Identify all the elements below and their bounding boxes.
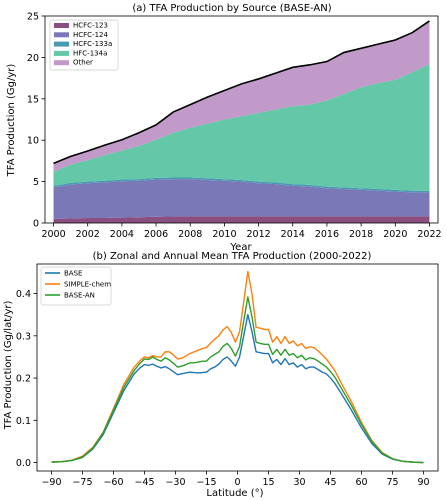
panel-b-x-ticks: −90 −75 −60 −45 −30 −15 0 15 30 45 60 75 90: [41, 471, 430, 488]
y-tick-label: 25: [27, 12, 39, 23]
legend-label-simple-chem: SIMPLE-chem: [64, 281, 111, 289]
panel-b: (b) Zonal and Annual Mean TFA Production…: [3, 251, 439, 499]
x-tick-label: −30: [165, 477, 185, 488]
legend-label-hcfc-124: HCFC-124: [73, 31, 108, 39]
legend-label-other: Other: [73, 59, 93, 67]
area-hcfc-124: [53, 179, 430, 219]
area-hcfc-123: [53, 216, 430, 223]
legend-label-base: BASE: [64, 270, 82, 278]
legend-swatch-hcfc-124: [54, 32, 69, 38]
legend-label-base-an: BASE-AN: [64, 292, 95, 300]
x-tick-label: −45: [134, 477, 154, 488]
y-tick-label: 0: [33, 219, 39, 230]
y-tick-label: 0.3: [16, 331, 31, 342]
x-tick-label: 2014: [281, 229, 305, 240]
x-tick-label: 2020: [383, 229, 407, 240]
y-tick-label: 15: [27, 94, 39, 105]
x-tick-label: 90: [417, 477, 429, 488]
x-tick-label: 45: [324, 477, 336, 488]
x-tick-label: −90: [41, 477, 61, 488]
panel-a-x-axis-title: Year: [229, 242, 252, 253]
panel-a-y-axis-title: TFA Production (Gg/yr): [6, 64, 17, 178]
area-hcfc-133a: [53, 177, 430, 193]
x-tick-label: −60: [103, 477, 123, 488]
panel-b-lines: [51, 270, 424, 464]
panel-a-title: (a) TFA Production by Source (BASE-AN): [132, 3, 331, 14]
panel-b-title: (b) Zonal and Annual Mean TFA Production…: [93, 251, 372, 262]
legend-swatch-hcfc-133a: [54, 41, 69, 47]
x-tick-label: 30: [293, 477, 305, 488]
panel-a-x-ticks: 2000 2002 2004 2006 2008 2010 2012 2014 2016 2018…: [41, 223, 442, 240]
panel-b-x-axis-title: Latitude (°): [206, 488, 263, 499]
y-tick-label: 0.4: [16, 289, 31, 300]
x-tick-label: 2008: [178, 229, 202, 240]
x-tick-label: 2000: [41, 229, 65, 240]
panel-b-legend: BASE SIMPLE-chem BASE-AN: [40, 266, 112, 306]
x-tick-label: 2022: [417, 229, 441, 240]
x-tick-label: −15: [196, 477, 216, 488]
panel-a-areas: [53, 20, 430, 223]
x-tick-label: 75: [386, 477, 398, 488]
x-tick-label: 0: [234, 477, 240, 488]
area-other: [53, 20, 430, 172]
legend-label-hfc-134a: HFC-134a: [73, 49, 107, 57]
legend-swatch-other: [54, 60, 69, 66]
y-tick-label: 0.1: [16, 416, 31, 427]
y-tick-label: 10: [27, 136, 39, 147]
legend-label-hcfc-123: HCFC-123: [73, 22, 108, 30]
line-base: [51, 313, 424, 464]
x-tick-label: 2006: [144, 229, 168, 240]
total-line: [53, 20, 430, 165]
legend-swatch-hcfc-123: [54, 23, 69, 28]
x-tick-label: −75: [72, 477, 92, 488]
panel-a-y-ticks: 0 5 10 15 20 25: [27, 12, 45, 230]
line-simple-chem: [51, 270, 424, 464]
x-tick-label: 15: [262, 477, 274, 488]
line-base-an: [51, 296, 424, 464]
y-tick-label: 20: [27, 53, 39, 64]
y-tick-label: 0.2: [16, 374, 31, 385]
x-tick-label: 2010: [212, 229, 236, 240]
x-tick-label: 2012: [246, 229, 270, 240]
panel-a-frame: [44, 15, 439, 224]
x-tick-label: 60: [355, 477, 367, 488]
legend-swatch-hfc-134a: [54, 50, 69, 56]
x-tick-label: 2002: [76, 229, 100, 240]
y-tick-label: 5: [33, 177, 39, 188]
x-tick-label: 2018: [349, 229, 373, 240]
x-tick-label: 2016: [315, 229, 339, 240]
panel-b-y-ticks: 0.0 0.1 0.2 0.3 0.4: [16, 289, 37, 469]
y-tick-label: 0.0: [16, 458, 31, 469]
x-tick-label: 2004: [110, 229, 134, 240]
panel-a: (a) TFA Production by Source (BASE-AN) H…: [6, 3, 442, 253]
panel-b-y-axis-title: TFA Production (Gg/lat/yr): [3, 300, 14, 430]
area-hfc-134a: [53, 64, 430, 191]
legend-label-hcfc-133a: HCFC-133a: [73, 40, 112, 48]
